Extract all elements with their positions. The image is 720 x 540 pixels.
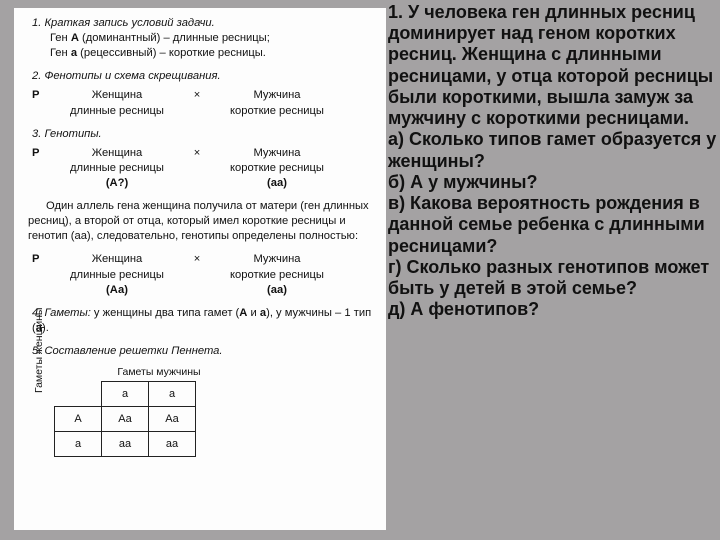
phenotype-male: короткие ресницы — [212, 268, 342, 283]
section-2-heading: 2. Фенотипы и схема скрещивания. — [28, 69, 374, 84]
parent-male: Мужчина — [212, 88, 342, 103]
question-e: д) А фенотипов? — [388, 299, 720, 320]
p-label: P — [32, 88, 52, 103]
genotype-male: (аа) — [212, 283, 342, 298]
p-label: P — [32, 146, 52, 161]
cross-sign-icon: × — [182, 146, 212, 161]
genotype-female: (А?) — [52, 176, 182, 191]
punnett-square: Гаметы женщины Гаметы мужчины а а А Аа А… — [54, 365, 264, 457]
parent-female: Женщина — [52, 252, 182, 267]
text: Ген — [50, 32, 71, 44]
text: (рецессивный) – короткие ресницы. — [77, 47, 266, 59]
cross-sign-icon: × — [182, 88, 212, 103]
punnett-row-header: а — [55, 432, 102, 457]
parent-female: Женщина — [52, 146, 182, 161]
cross-scheme-1: P Женщина × Мужчина длинные ресницы коро… — [32, 88, 374, 118]
text: у женщины два типа гамет ( — [94, 307, 239, 319]
punnett-cell: Аа — [149, 407, 196, 432]
punnett-left-label: Гаметы женщины — [32, 308, 46, 393]
phenotype-female: длинные ресницы — [52, 268, 182, 283]
text: (доминантный) – длинные ресницы; — [79, 32, 270, 44]
punnett-top-label: Гаметы мужчины — [54, 365, 264, 381]
punnett-col-header: а — [149, 382, 196, 407]
section-1-line-1: Ген А (доминантный) – длинные ресницы; — [28, 31, 374, 46]
phenotype-female: длинные ресницы — [52, 161, 182, 176]
phenotype-female: длинные ресницы — [52, 104, 182, 119]
allele-A: А — [71, 32, 79, 44]
p-label: P — [32, 252, 52, 267]
punnett-cell: аа — [102, 432, 149, 457]
punnett-row-header: А — [55, 407, 102, 432]
text: и — [247, 307, 259, 319]
punnett-cell: аа — [149, 432, 196, 457]
parent-female: Женщина — [52, 88, 182, 103]
parent-male: Мужчина — [212, 252, 342, 267]
punnett-col-header: а — [102, 382, 149, 407]
question-b: б) А у мужчины? — [388, 172, 720, 193]
phenotype-male: короткие ресницы — [212, 104, 342, 119]
section-3-heading: 3. Генотипы. — [28, 127, 374, 142]
section-5-heading: 5. Составление решетки Пеннета. — [28, 344, 374, 359]
section-1-line-2: Ген а (рецессивный) – короткие ресницы. — [28, 46, 374, 61]
cross-scheme-2: P Женщина × Мужчина длинные ресницы коро… — [32, 146, 374, 191]
explanation-paragraph: Один аллель гена женщина получила от мат… — [28, 199, 374, 244]
problem-statement: 1. У человека ген длинных ресниц доминир… — [388, 2, 720, 129]
parent-male: Мужчина — [212, 146, 342, 161]
phenotype-male: короткие ресницы — [212, 161, 342, 176]
section-4-gametes: 4. Гаметы: у женщины два типа гамет (А и… — [28, 306, 374, 336]
section-1-heading: 1. Краткая запись условий задачи. — [28, 16, 374, 31]
problem-text-panel: 1. У человека ген длинных ресниц доминир… — [388, 0, 720, 321]
question-c: в) Какова вероятность рождения в данной … — [388, 193, 720, 257]
cross-scheme-3: P Женщина × Мужчина длинные ресницы коро… — [32, 252, 374, 297]
genotype-female: (Аа) — [52, 283, 182, 298]
question-a: а) Сколько типов гамет образуется у женщ… — [388, 129, 720, 171]
punnett-cell: Аа — [102, 407, 149, 432]
question-d: г) Сколько разных генотипов может быть у… — [388, 257, 720, 299]
text: Ген — [50, 47, 71, 59]
punnett-table: а а А Аа Аа а аа аа — [54, 381, 196, 457]
genotype-male: (аа) — [212, 176, 342, 191]
cross-sign-icon: × — [182, 252, 212, 267]
worked-example-panel: 1. Краткая запись условий задачи. Ген А … — [14, 8, 386, 530]
